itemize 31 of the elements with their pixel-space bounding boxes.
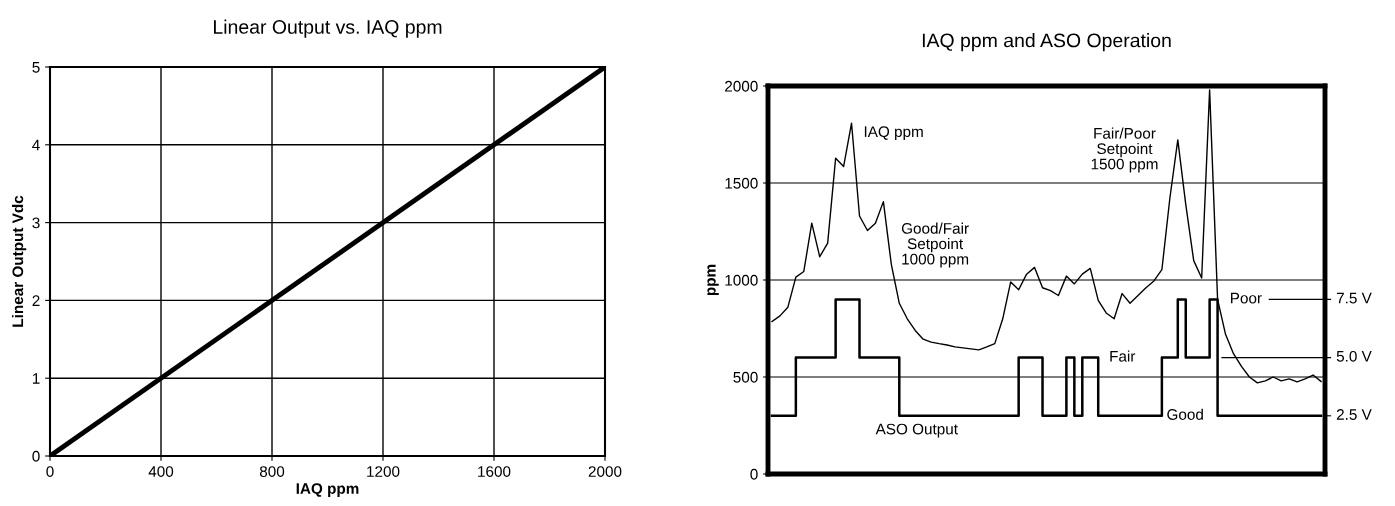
text: 5.0 V (1336, 350, 1372, 362)
chart-title: Linear Output vs. IAQ ppm (214, 19, 442, 38)
series-label: ASO Output (875, 423, 958, 438)
y-tick-label: 1 (32, 373, 40, 384)
y-axis-title: ppm (707, 264, 719, 296)
y-tick-label: 3 (32, 217, 40, 229)
y-tick-label: 2 (32, 295, 40, 306)
x-tick-label: 400 (148, 466, 174, 477)
y-tick-label: 1000 (725, 274, 758, 286)
annotation: Good/Fair Setpoint 1000 ppm (901, 222, 969, 268)
y-tick-label: 500 (733, 371, 758, 383)
text: 2.5 V (1336, 409, 1372, 420)
y-axis-title: Linear Output Vdc (11, 195, 27, 327)
annotation: Good (1167, 408, 1203, 420)
annotation: Poor (1231, 292, 1262, 304)
x-tick-label: 800 (259, 466, 285, 477)
x-tick-label: 1200 (367, 466, 400, 477)
series-label: IAQ ppm (864, 126, 923, 141)
chart-title: IAQ ppm and ASO Operation (922, 33, 1171, 52)
y-tick-label: 5 (32, 62, 40, 73)
y-tick-label: 4 (32, 139, 40, 151)
x-tick-label: 1600 (478, 466, 511, 477)
x-axis-title: IAQ ppm (296, 483, 359, 497)
annotation: Fair/Poor Setpoint 1500 ppm (1091, 127, 1158, 173)
y-tick-label: 2000 (725, 80, 758, 92)
annotation: Fair (1110, 350, 1136, 362)
x-tick-label: 2000 (588, 466, 622, 477)
y-tick-label: 1500 (725, 177, 758, 189)
y-tick-label: 0 (32, 450, 40, 462)
x-tick-label: 0 (46, 466, 54, 477)
text: 7.5 V (1336, 292, 1372, 304)
